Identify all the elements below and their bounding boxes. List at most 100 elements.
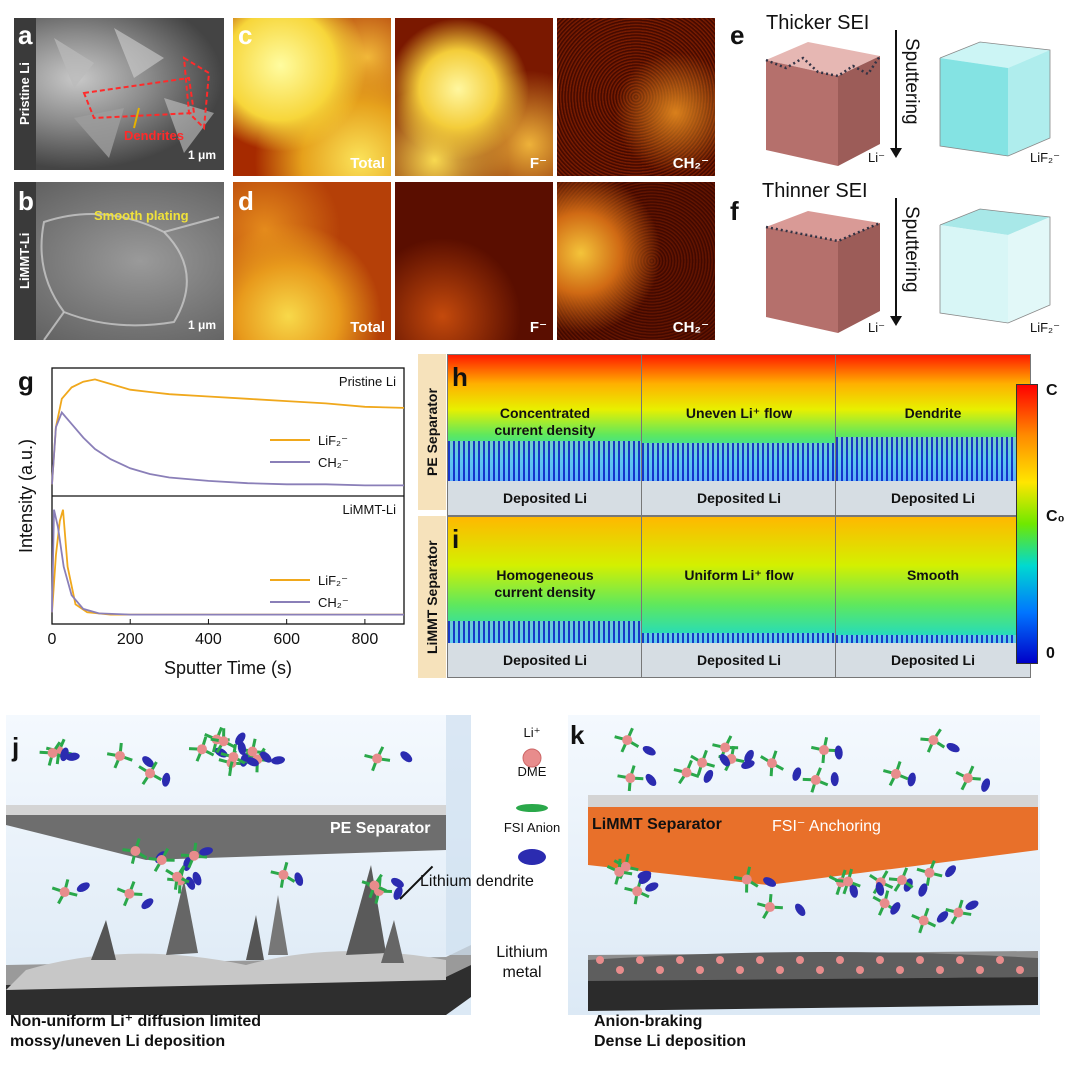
fsi-anion — [65, 752, 80, 761]
colorbar-mid: C₀ — [1046, 508, 1065, 525]
legend-label: CH₂⁻ — [318, 455, 349, 470]
ion-scatter — [51, 838, 404, 910]
solvated-li-ion — [614, 727, 640, 753]
solvated-li-ion — [210, 728, 236, 754]
sei-cube-f — [765, 211, 881, 333]
solvated-li-ion — [955, 765, 981, 791]
li-atom — [956, 956, 964, 964]
sputtering-label-f: Sputtering — [901, 206, 922, 293]
li-atom — [756, 956, 764, 964]
li-atom — [896, 966, 904, 974]
x-tick-label: 600 — [273, 631, 300, 648]
li-atom — [976, 966, 984, 974]
ion-scatter — [614, 727, 991, 793]
fsi-anion — [192, 871, 202, 886]
panel-label-g: g — [18, 366, 34, 396]
panel-label-d: d — [238, 186, 254, 216]
solvated-li-ion — [673, 759, 700, 785]
solvated-li-ion — [756, 893, 783, 920]
fsi-anion — [260, 751, 272, 763]
li-atom — [856, 966, 864, 974]
solvated-li-ion — [945, 899, 972, 925]
ion-legend — [516, 748, 548, 865]
x-tick-label: 0 — [48, 631, 57, 648]
fsi-anion — [795, 903, 806, 916]
side-tag-pe: PE Separator — [418, 354, 446, 510]
dendrite-texture — [54, 28, 214, 158]
solvated-li-ion — [882, 761, 909, 787]
li-atom — [936, 966, 944, 974]
solvated-li-ion — [733, 866, 759, 893]
li-atom — [816, 966, 824, 974]
simulation-frame: Smooth Deposited Li — [835, 516, 1031, 678]
solvated-li-ion — [760, 750, 785, 777]
fsi-anion — [60, 747, 69, 762]
fsi-anion — [792, 767, 802, 781]
lithium-metal-text: Lithium metal — [496, 944, 548, 981]
fsi-anion — [936, 911, 949, 923]
side-tag-limmt-sep: LiMMT Separator — [418, 516, 446, 678]
sputtering-arrowhead-f — [890, 316, 902, 326]
series-line — [51, 410, 404, 487]
fsi-anion — [744, 749, 754, 763]
panel-label-c: c — [238, 20, 253, 50]
solvated-li-ion — [888, 867, 914, 892]
solvated-li-ion — [39, 741, 66, 766]
li-atom — [716, 956, 724, 964]
map-d-total: Total — [233, 182, 391, 340]
subplot-title: Pristine Li — [339, 374, 396, 389]
fsi-anion — [245, 757, 259, 767]
map-d-ch2: CH₂⁻ — [557, 182, 715, 340]
li-atom — [596, 956, 604, 964]
map-label: CH₂⁻ — [672, 319, 709, 336]
x-axis-label: Sputter Time (s) — [164, 658, 292, 678]
deposited-li-layer: Deposited Li — [836, 481, 1030, 515]
legend-label: CH₂⁻ — [318, 595, 349, 610]
fsi-anion — [391, 877, 404, 888]
fsi-anion — [235, 732, 246, 745]
map-label: F⁻ — [529, 155, 547, 172]
fsi-anion — [981, 778, 991, 792]
caption-j: Non-uniform Li⁺ diffusion limited mossy/… — [10, 1012, 261, 1052]
deposited-li-layer: Deposited Li — [642, 481, 836, 515]
panel-label-e: e — [730, 20, 745, 50]
flux-lines — [836, 635, 1030, 643]
li-atom — [696, 966, 704, 974]
solvated-li-ion — [122, 838, 148, 865]
scale-bar-a: 1 μm — [187, 148, 216, 162]
solvated-li-ion — [690, 749, 716, 776]
x-tick-label: 400 — [195, 631, 222, 648]
simulation-caption: Smooth — [906, 567, 960, 583]
fsi-anion — [400, 751, 413, 763]
sei-cube-e — [765, 42, 882, 166]
limmt-separator-label: LiMMT Separator — [592, 816, 722, 833]
fsi-anion — [76, 882, 90, 893]
fsi-anion — [645, 773, 657, 787]
panel-label-h: h — [452, 362, 468, 392]
thinner-sei-title: Thinner SEI — [762, 180, 868, 202]
panel-label-i: i — [452, 524, 460, 554]
solvated-li-ion — [916, 860, 943, 886]
fsi-anion — [741, 760, 755, 769]
sputter-profile-chart: Pristine Li LiF₂⁻ CH₂⁻ LiMMT-Li LiF₂⁻ CH₂⁻ 0 20… — [16, 367, 405, 678]
map-c-ch2: CH₂⁻ — [557, 18, 715, 176]
sputtering-arrowhead-e — [890, 148, 902, 158]
deposited-li-label: Deposited Li — [890, 490, 975, 506]
y-axis-label: Intensity (a.u.) — [16, 439, 36, 553]
solvated-li-ion — [180, 842, 208, 869]
li-atom — [916, 956, 924, 964]
fsi-anion — [199, 847, 213, 856]
legend-dme: DME — [517, 764, 547, 779]
fsi-anion — [890, 902, 901, 915]
li-atom — [656, 966, 664, 974]
fsi-anion — [638, 873, 652, 884]
solvated-li-ion — [920, 728, 946, 753]
map-label: Total — [350, 319, 385, 336]
colorbar-top: C — [1046, 382, 1058, 399]
dense-li-deposit — [596, 956, 1024, 974]
deposited-li-label: Deposited Li — [502, 652, 587, 668]
li-atom — [836, 956, 844, 964]
pe-separator-label: PE Separator — [330, 820, 431, 837]
map-d-fluoride: F⁻ — [395, 182, 553, 340]
deposited-li-label: Deposited Li — [696, 652, 781, 668]
